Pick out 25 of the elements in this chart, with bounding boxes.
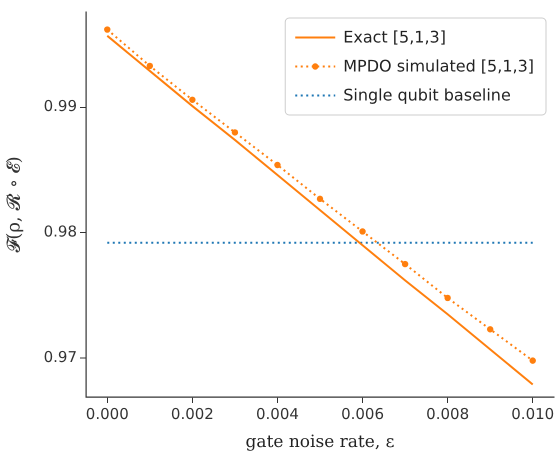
legend-label: Exact [5,1,3] <box>343 28 446 47</box>
point <box>486 326 494 332</box>
x-tick-label: 0.000 <box>86 404 129 423</box>
point <box>274 162 281 168</box>
y-tick-label: 0.97 <box>44 348 77 366</box>
x-tick-label: 0.004 <box>256 404 299 423</box>
x-tick-label: 0.008 <box>426 404 470 423</box>
point <box>530 357 536 364</box>
point <box>444 294 451 302</box>
point <box>104 26 110 33</box>
y-axis-title: 𝓕(ρ, 𝓡 ∘ 𝓔) <box>3 156 24 253</box>
y-tick-label: 0.98 <box>44 222 77 241</box>
x-axis-title: gate noise rate, ε <box>246 432 395 452</box>
point <box>402 260 408 268</box>
point <box>189 96 196 103</box>
x-tick-label: 0.002 <box>170 404 214 423</box>
legend-label: MPDO simulated [5,1,3] <box>343 56 534 76</box>
point <box>316 196 324 202</box>
point <box>146 62 154 70</box>
x-tick-label: 0.010 <box>511 404 554 423</box>
point <box>232 129 238 136</box>
x-tick-label: 0.006 <box>341 404 384 423</box>
legend-label: Single qubit baseline <box>343 86 511 105</box>
y-tick-label: 0.99 <box>44 97 77 116</box>
point <box>359 228 366 235</box>
